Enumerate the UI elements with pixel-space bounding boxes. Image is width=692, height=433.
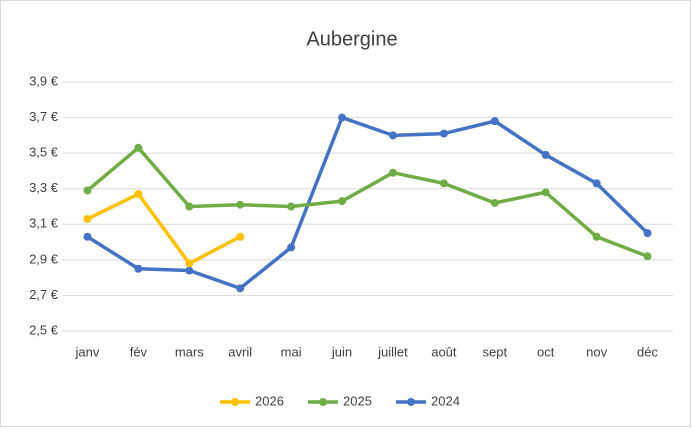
data-point [83, 186, 92, 195]
legend-label: 2024 [431, 393, 460, 408]
x-tick-label: août [431, 344, 457, 359]
y-tick-label: 3,7 € [29, 109, 59, 124]
data-point [439, 179, 448, 188]
y-tick-label: 3,3 € [29, 180, 59, 195]
y-tick-label: 3,1 € [29, 216, 59, 231]
data-point [134, 264, 143, 273]
series-line [86, 146, 649, 258]
x-tick-label: fév [130, 344, 148, 359]
data-point [134, 143, 143, 152]
x-tick-label: oct [537, 344, 555, 359]
data-point [643, 229, 652, 238]
legend-marker [231, 398, 239, 406]
data-point [134, 190, 143, 199]
x-tick-label: mai [281, 344, 302, 359]
data-point [287, 202, 296, 211]
data-point [592, 232, 601, 241]
data-point [338, 197, 347, 206]
y-tick-label: 2,5 € [29, 322, 59, 337]
x-tick-label: déc [637, 344, 658, 359]
data-point [185, 266, 194, 275]
data-point [388, 131, 397, 140]
series-line [86, 115, 649, 291]
legend-label: 2026 [255, 393, 284, 408]
series-line [86, 192, 242, 266]
chart-title: Aubergine [306, 28, 397, 50]
data-point [236, 232, 245, 241]
legend-label: 2025 [343, 393, 372, 408]
data-point [490, 198, 499, 207]
x-tick-label: avril [228, 344, 252, 359]
data-point [541, 188, 550, 197]
x-tick-label: nov [586, 344, 607, 359]
data-point [490, 117, 499, 126]
data-point [541, 150, 550, 159]
y-tick-label: 2,9 € [29, 251, 59, 266]
x-tick-label: juin [331, 344, 352, 359]
legend-marker [407, 398, 415, 406]
y-tick-label: 2,7 € [29, 287, 59, 302]
data-point [236, 200, 245, 209]
data-point [83, 232, 92, 241]
data-point [338, 113, 347, 122]
data-point [83, 214, 92, 223]
y-tick-label: 3,5 € [29, 145, 59, 160]
x-tick-label: juillet [377, 344, 408, 359]
data-point [236, 284, 245, 293]
data-point [185, 202, 194, 211]
data-point [592, 179, 601, 188]
legend-marker [319, 398, 327, 406]
data-point [287, 243, 296, 252]
x-tick-label: mars [175, 344, 204, 359]
data-point [643, 252, 652, 261]
x-tick-label: sept [483, 344, 508, 359]
data-point [439, 129, 448, 138]
data-point [185, 259, 194, 268]
data-point [388, 168, 397, 177]
x-tick-label: janv [75, 344, 100, 359]
y-tick-label: 3,9 € [29, 73, 59, 88]
